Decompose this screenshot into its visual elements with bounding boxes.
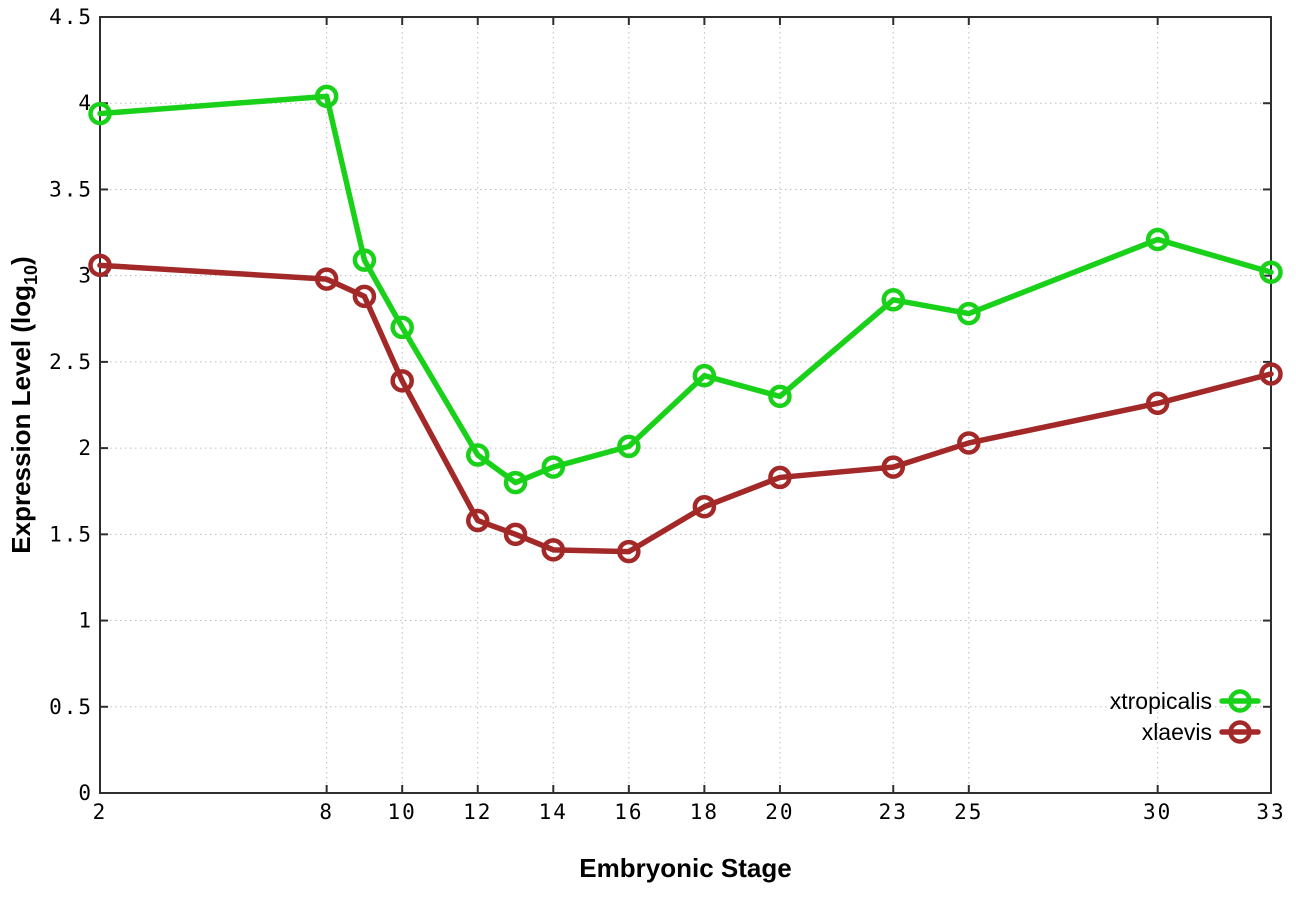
series-markers-xlaevis [88,253,1283,564]
legend-marker-xlaevis [1228,720,1252,744]
x-tick-label: 20 [765,800,794,824]
data-point-xlaevis [503,522,528,547]
data-point-xtropicalis [768,384,792,409]
data-point-xtropicalis [88,101,112,126]
data-point-xlaevis [390,369,414,393]
data-point-xlaevis [465,508,490,533]
y-tick-label: 0.5 [49,695,93,719]
x-axis-title: Embryonic Stage [579,853,791,883]
x-tick-label: 12 [463,800,492,824]
x-tick-label: 18 [690,800,719,824]
data-point-xtropicalis [314,84,339,109]
y-tick-label: 0 [78,781,93,805]
legend-label-xtropicalis: xtropicalis [1110,688,1212,714]
y-tick-label: 4.5 [49,5,93,29]
data-point-xlaevis [957,431,981,455]
plot-border [99,16,1272,794]
x-tick-label: 2 [93,800,108,824]
x-tick-label: 14 [539,800,568,824]
x-tick-label: 10 [388,800,417,824]
data-point-xlaevis [617,539,641,564]
data-point-xtropicalis [617,434,641,459]
y-tick-label: 1.5 [49,522,93,546]
y-tick-label: 3 [78,264,93,288]
x-tick-label: 16 [614,800,643,824]
data-point-xlaevis [352,284,377,309]
data-point-xtropicalis [692,363,717,388]
y-axis-title: Expression Level (log10) [6,256,41,553]
data-point-xtropicalis [1259,260,1283,284]
data-point-xtropicalis [1145,227,1170,252]
data-point-xtropicalis [390,315,414,340]
y-tick-label: 2 [78,436,93,460]
x-tick-label: 30 [1143,800,1172,824]
gridlines [99,16,1272,794]
data-point-xlaevis [314,267,339,291]
data-point-xlaevis [881,455,906,479]
legend-label-xlaevis: xlaevis [1142,719,1212,745]
legend: xtropicalis xlaevis [1110,688,1261,745]
y-tick-label: 4 [78,91,93,115]
data-point-xtropicalis [352,248,377,272]
y-tick-label: 2.5 [49,350,93,374]
data-point-xlaevis [541,538,566,562]
x-tick-label: 23 [879,800,908,824]
data-point-xlaevis [1259,362,1283,386]
y-tick-label: 3.5 [49,177,93,201]
x-tick-label: 33 [1256,800,1285,824]
data-point-xlaevis [692,494,717,519]
legend-marker-xtropicalis [1228,689,1252,713]
y-axis-title-segment: ) [6,256,36,265]
data-point-xtropicalis [881,288,906,312]
data-point-xlaevis [1145,391,1170,416]
y-axis-title-segment: Expression Level (log [6,285,36,554]
data-point-xtropicalis [541,455,566,479]
data-point-xtropicalis [465,443,490,467]
x-tick-label: 25 [954,800,983,824]
data-point-xlaevis [768,465,792,490]
data-point-xtropicalis [503,470,528,495]
y-axis-title-segment: 10 [21,265,41,285]
series-line-xlaevis [97,262,1274,555]
tick-marks [99,16,1272,794]
y-tick-label: 1 [78,609,93,633]
data-point-xlaevis [88,253,112,278]
data-point-xtropicalis [957,301,981,326]
x-tick-label: 8 [319,800,334,824]
series-line-xtropicalis [97,93,1274,486]
series-markers-xtropicalis [88,84,1283,495]
